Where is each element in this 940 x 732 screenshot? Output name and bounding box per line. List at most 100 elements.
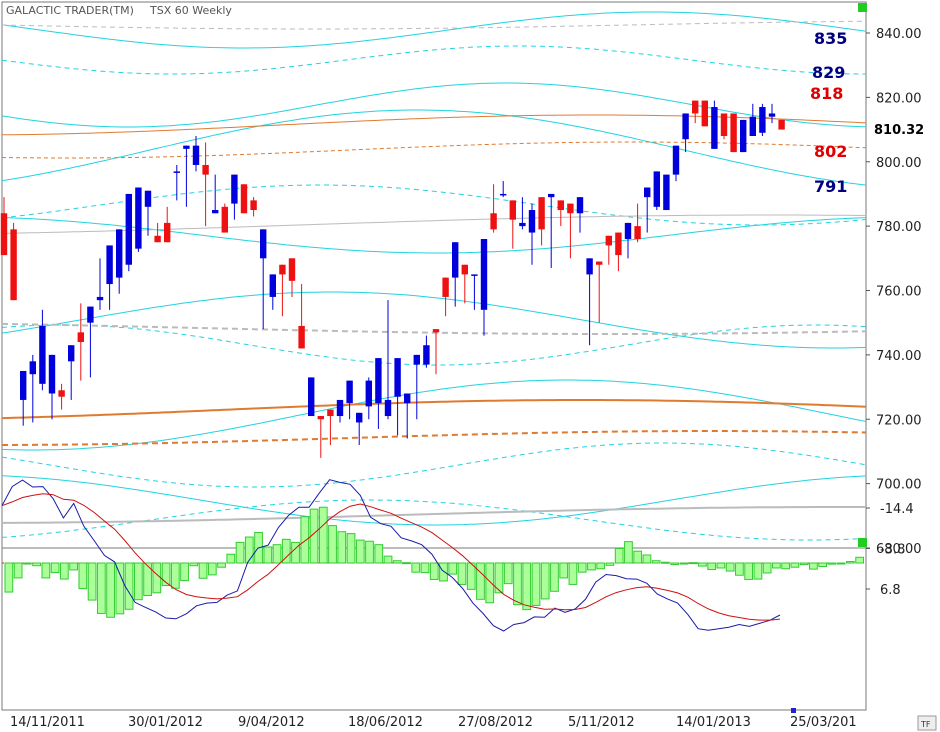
price-tick-label: 740.00 <box>876 349 922 364</box>
candle-body <box>135 187 142 249</box>
candle-body <box>567 203 574 214</box>
macd-histogram-bar <box>133 562 143 601</box>
price-tick-label: 780.00 <box>876 220 922 235</box>
candle-body <box>596 261 603 265</box>
grey-band-dashed <box>1 322 867 335</box>
candle-body <box>586 258 593 275</box>
macd-histogram-bar <box>429 562 439 580</box>
candle-body <box>164 222 171 243</box>
band-curve <box>1 11 867 49</box>
macd-histogram-bar <box>596 562 606 570</box>
candle-body <box>336 399 344 417</box>
candle-body <box>87 306 94 323</box>
chart-title: TSX 60 Weekly <box>149 4 232 17</box>
macd-histogram-bar <box>161 562 171 587</box>
macd-histogram-bar <box>772 562 781 569</box>
candle-body <box>461 264 468 275</box>
candle-body <box>672 145 680 175</box>
grey-band <box>2 506 866 524</box>
candle-body <box>106 245 113 285</box>
macd-histogram-bar <box>633 550 643 564</box>
macd-histogram-bar <box>392 560 402 564</box>
candle-body <box>202 164 209 175</box>
macd-histogram-bar <box>355 539 365 564</box>
macd-axis: 6.8 -3.8 -14.4 <box>866 502 914 598</box>
macd-histogram-bar <box>855 556 864 564</box>
candle-body <box>663 174 670 211</box>
bottom-resize-handle[interactable] <box>858 538 867 547</box>
band-curve <box>1 475 867 526</box>
macd-histogram-bar <box>605 562 615 566</box>
candle-body <box>452 242 459 278</box>
macd-histogram-bar <box>503 562 513 585</box>
macd-histogram-bar <box>809 562 818 570</box>
candle-body <box>730 113 737 153</box>
macd-histogram-bar <box>59 562 69 580</box>
band-curve <box>1 109 867 186</box>
macd-histogram-bar <box>651 560 661 564</box>
price-tick-label: 800.00 <box>876 156 922 171</box>
candle-body <box>557 200 564 211</box>
candle-body <box>576 197 584 214</box>
macd-histogram-bar <box>818 562 828 567</box>
top-resize-handle[interactable] <box>858 3 867 12</box>
level-label: 835 <box>814 29 847 48</box>
candle-body <box>490 213 497 230</box>
candle-body <box>471 274 478 276</box>
candle-body <box>615 232 622 256</box>
macd-histogram-bar <box>189 562 199 567</box>
date-tick-label: 25/03/201 <box>790 715 857 730</box>
candle-body <box>394 358 401 397</box>
macd-histogram-bar <box>106 562 115 618</box>
price-tick-label: 760.00 <box>876 285 922 300</box>
macd-histogram-bar <box>411 562 421 573</box>
candle-body <box>183 145 190 149</box>
macd-histogram-bar <box>568 562 578 585</box>
macd-histogram-bar <box>217 562 226 568</box>
tf-badge[interactable] <box>917 715 937 731</box>
macd-histogram-bar <box>531 562 541 606</box>
candle-body <box>288 258 296 281</box>
candle-body <box>173 171 180 173</box>
macd-indicator <box>1 479 866 632</box>
candle-body <box>519 222 526 227</box>
date-tick-label: 9/04/2012 <box>238 715 305 730</box>
band-curve <box>1 82 867 128</box>
candle-body <box>96 296 104 301</box>
macd-histogram-bar <box>476 562 485 600</box>
candle-body <box>279 264 286 275</box>
candle-body <box>682 113 689 140</box>
macd-tick-label: 6.8 <box>880 583 901 598</box>
level-labels: 835 829 818 802 791 <box>810 29 847 196</box>
candle-body <box>68 345 75 362</box>
tf-badge-label: TF <box>920 720 931 729</box>
candle-body <box>759 107 766 133</box>
macd-histogram-bar <box>32 562 41 567</box>
candle-body <box>317 416 324 420</box>
macd-histogram-bar <box>78 562 88 590</box>
level-label: 829 <box>812 63 845 82</box>
candle-body <box>768 113 776 117</box>
price-axis: 840.00 820.00 800.00 780.00 760.00 740.00 720.… <box>866 27 922 557</box>
macd-histogram-bar <box>827 562 837 565</box>
macd-histogram-bar <box>753 562 763 580</box>
macd-histogram-bar <box>50 562 60 574</box>
grey-band <box>1 214 867 234</box>
orange-band-thick-dashed <box>2 430 867 446</box>
band-dashed-curve <box>1 45 866 75</box>
macd-histogram-bar <box>513 562 522 606</box>
level-label: 818 <box>810 84 843 103</box>
macd-histogram-bar <box>762 562 772 574</box>
candle-body <box>48 354 56 394</box>
grey-band-dashed <box>1 20 866 30</box>
price-tick-label: 840.00 <box>876 27 922 42</box>
candle-body <box>0 213 8 256</box>
candle-body <box>480 239 488 310</box>
candle-body <box>240 184 248 214</box>
candle-body <box>605 235 612 246</box>
candle-body <box>125 193 132 265</box>
time-scroll-handle[interactable] <box>791 708 796 713</box>
macd-histogram-bar <box>799 562 809 566</box>
price-tick-label: 720.00 <box>876 413 922 428</box>
macd-histogram-bar <box>522 562 532 611</box>
